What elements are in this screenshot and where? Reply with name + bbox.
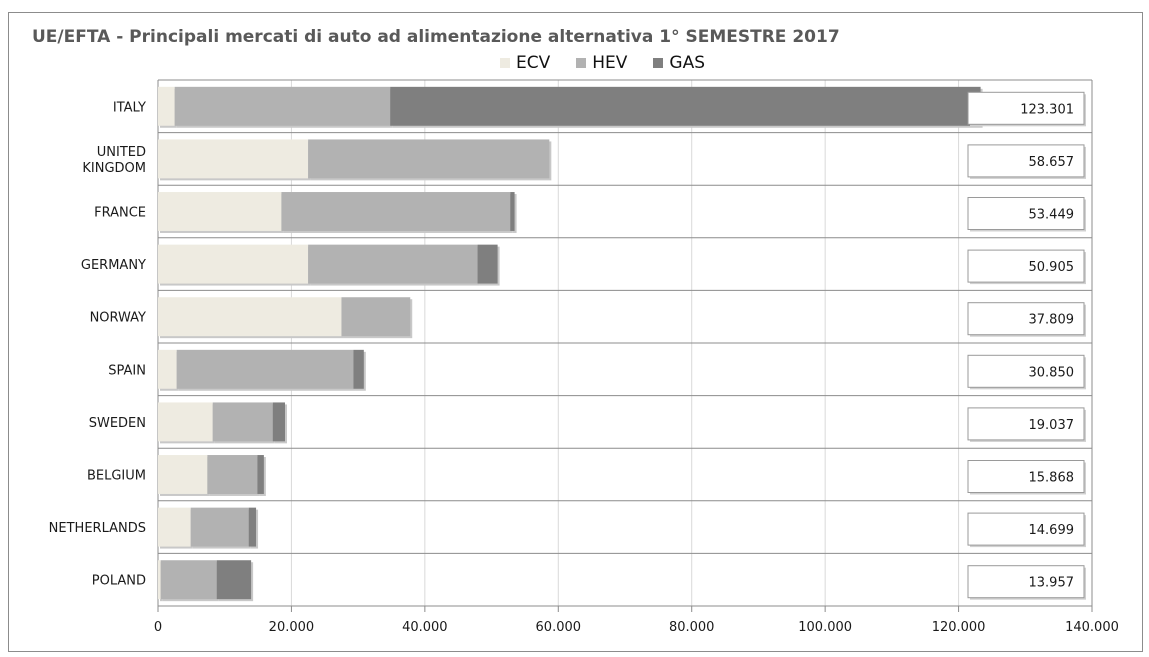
x-tick-label: 140.000 <box>1065 620 1119 635</box>
category-label: NETHERLANDS <box>49 521 146 536</box>
bar-segment-hev <box>341 297 410 336</box>
bar-segment-gas <box>257 455 263 494</box>
bar-segment-gas <box>217 560 251 599</box>
bar-segment-hev <box>191 508 249 547</box>
bar-segment-ecv <box>158 192 281 231</box>
total-label: 15.868 <box>1029 471 1075 486</box>
bar-segment-hev <box>213 402 273 441</box>
x-tick-label: 100.000 <box>798 620 852 635</box>
bar-segment-gas <box>478 245 498 284</box>
x-tick-label: 120.000 <box>932 620 986 635</box>
bar-segment-gas <box>273 402 285 441</box>
total-label: 37.809 <box>1029 313 1075 328</box>
x-tick-label: 0 <box>154 620 162 635</box>
x-tick-label: 80.000 <box>669 620 715 635</box>
bar-segment-ecv <box>158 245 308 284</box>
bar-segment-hev <box>308 139 549 178</box>
bar-segment-hev <box>161 560 217 599</box>
category-label: SWEDEN <box>89 416 146 431</box>
x-tick-label: 60.000 <box>536 620 582 635</box>
bar-segment-hev <box>177 350 354 389</box>
x-tick-label: 20.000 <box>269 620 315 635</box>
bar-segment-gas <box>390 87 980 126</box>
bar-segment-gas <box>353 350 363 389</box>
total-label: 58.657 <box>1029 155 1075 170</box>
bar-segment-ecv <box>158 402 213 441</box>
category-label: POLAND <box>92 574 146 589</box>
bar-segment-ecv <box>158 560 161 599</box>
total-label: 13.957 <box>1029 576 1075 591</box>
x-tick-label: 40.000 <box>402 620 448 635</box>
total-label: 53.449 <box>1029 208 1075 223</box>
category-label: KINGDOM <box>82 161 146 176</box>
total-label: 50.905 <box>1029 260 1075 275</box>
total-label: 30.850 <box>1029 365 1075 380</box>
category-label: FRANCE <box>94 206 146 221</box>
total-label: 123.301 <box>1020 102 1074 117</box>
bar-segment-hev <box>175 87 390 126</box>
bar-segment-ecv <box>158 508 191 547</box>
category-label: NORWAY <box>90 311 146 326</box>
bar-segment-hev <box>308 245 477 284</box>
bar-segment-gas <box>249 508 256 547</box>
bar-segment-ecv <box>158 455 207 494</box>
category-label: UNITED <box>97 145 146 160</box>
total-label: 19.037 <box>1029 418 1075 433</box>
bar-segment-ecv <box>158 350 177 389</box>
category-label: GERMANY <box>81 258 146 273</box>
category-label: ITALY <box>113 100 146 115</box>
bar-segment-ecv <box>158 87 175 126</box>
bar-segment-ecv <box>158 297 341 336</box>
category-label: BELGIUM <box>87 469 146 484</box>
total-label: 14.699 <box>1029 523 1075 538</box>
bar-segment-ecv <box>158 139 308 178</box>
category-label: SPAIN <box>108 363 146 378</box>
bar-segment-hev <box>281 192 510 231</box>
bar-segment-hev <box>207 455 257 494</box>
bar-segment-gas <box>510 192 514 231</box>
